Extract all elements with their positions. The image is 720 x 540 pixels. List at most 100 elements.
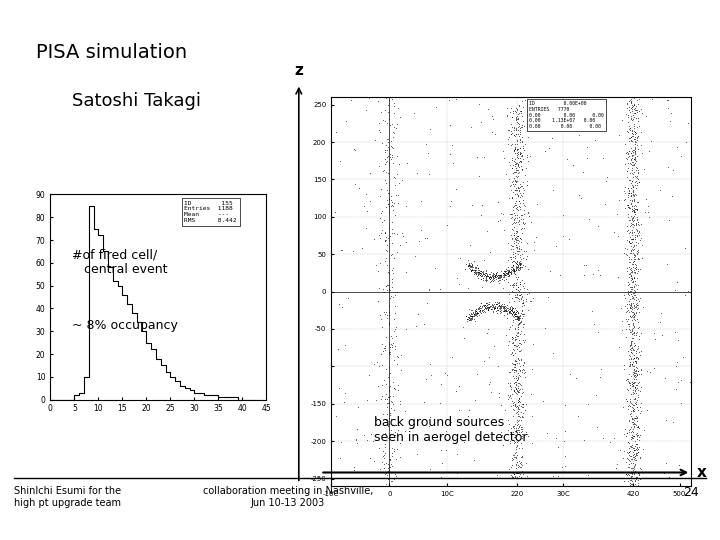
Point — [622, 210, 634, 219]
Point — [513, 365, 525, 374]
Point — [508, 201, 519, 210]
Point — [507, 280, 518, 289]
Point — [479, 308, 490, 316]
Point — [382, 464, 394, 473]
Point — [624, 227, 636, 236]
Point — [515, 235, 526, 244]
Point — [631, 414, 642, 422]
Point — [634, 369, 645, 378]
Point — [508, 470, 520, 479]
Point — [512, 262, 523, 271]
Point — [513, 201, 525, 210]
Point — [508, 174, 520, 183]
Point — [508, 208, 519, 217]
Point — [379, 146, 391, 155]
Point — [382, 393, 394, 402]
Point — [638, 303, 649, 312]
Point — [507, 308, 518, 317]
Point — [382, 422, 393, 431]
Point — [628, 361, 639, 370]
Point — [488, 300, 500, 309]
Point — [631, 368, 642, 377]
Point — [477, 282, 488, 291]
Point — [624, 395, 636, 403]
Point — [464, 313, 475, 322]
Point — [506, 265, 518, 274]
Point — [518, 247, 529, 256]
Point — [387, 201, 398, 210]
Point — [509, 269, 521, 278]
Point — [626, 275, 638, 284]
Point — [511, 260, 523, 269]
Point — [631, 367, 643, 375]
Point — [479, 271, 490, 280]
Point — [516, 123, 528, 131]
Point — [557, 232, 569, 240]
Point — [510, 332, 522, 340]
Point — [631, 396, 643, 404]
Point — [508, 182, 520, 191]
Point — [631, 472, 642, 481]
Point — [506, 460, 518, 469]
Point — [435, 431, 446, 440]
Point — [480, 303, 492, 312]
Point — [514, 150, 526, 159]
Point — [372, 382, 384, 390]
Point — [391, 288, 402, 296]
Point — [503, 336, 515, 345]
Point — [624, 106, 635, 114]
Point — [628, 146, 639, 154]
Point — [481, 269, 492, 278]
Point — [631, 455, 642, 464]
Point — [622, 212, 634, 221]
Point — [506, 305, 518, 314]
Point — [446, 140, 457, 149]
Point — [466, 312, 477, 320]
Point — [491, 304, 503, 313]
Point — [626, 99, 637, 107]
Point — [366, 430, 377, 438]
Point — [628, 147, 639, 156]
Point — [513, 220, 524, 228]
Point — [629, 100, 640, 109]
Point — [512, 119, 523, 127]
Point — [633, 433, 644, 442]
Point — [626, 471, 638, 480]
Point — [503, 391, 514, 400]
Point — [467, 315, 478, 323]
Point — [468, 268, 480, 276]
Point — [509, 427, 521, 435]
Point — [626, 428, 637, 436]
Point — [513, 422, 525, 430]
Point — [411, 450, 423, 459]
Point — [500, 271, 511, 279]
Point — [511, 136, 523, 144]
Point — [627, 102, 639, 111]
Point — [441, 370, 453, 379]
Point — [514, 259, 526, 267]
Point — [626, 126, 638, 135]
Point — [487, 273, 498, 281]
Point — [487, 268, 498, 277]
Point — [512, 359, 523, 368]
Point — [623, 186, 634, 194]
Point — [510, 366, 522, 374]
Point — [631, 422, 642, 431]
Point — [628, 182, 639, 191]
Point — [329, 208, 341, 217]
Point — [621, 447, 633, 456]
Point — [626, 346, 637, 354]
Point — [374, 234, 386, 242]
Point — [625, 354, 636, 363]
Point — [516, 133, 528, 141]
Point — [487, 114, 499, 123]
Point — [377, 361, 388, 369]
Point — [492, 277, 503, 286]
Point — [506, 262, 518, 271]
Point — [500, 301, 511, 310]
Point — [487, 270, 498, 279]
Point — [511, 415, 523, 424]
Point — [492, 271, 504, 279]
Point — [390, 384, 401, 393]
Point — [360, 224, 372, 232]
